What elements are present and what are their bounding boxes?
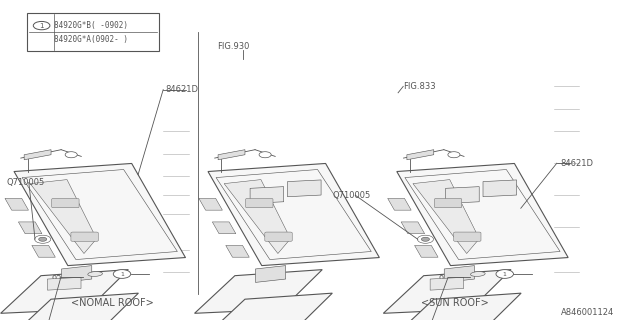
Circle shape — [421, 237, 429, 241]
FancyBboxPatch shape — [265, 232, 292, 241]
Polygon shape — [388, 198, 412, 210]
Polygon shape — [430, 277, 464, 290]
Polygon shape — [212, 222, 236, 234]
Text: FIG.833: FIG.833 — [403, 82, 436, 91]
Ellipse shape — [470, 272, 485, 276]
Circle shape — [113, 270, 131, 278]
Text: FIG.930: FIG.930 — [218, 42, 250, 51]
Polygon shape — [407, 150, 434, 160]
Text: 92153: 92153 — [438, 275, 465, 284]
Circle shape — [417, 235, 433, 243]
Polygon shape — [61, 266, 92, 283]
Text: Q710005: Q710005 — [6, 178, 45, 187]
Polygon shape — [394, 293, 521, 320]
Polygon shape — [199, 198, 223, 210]
Circle shape — [496, 270, 513, 278]
Polygon shape — [47, 277, 81, 290]
Text: 84621D: 84621D — [560, 159, 593, 168]
Text: 1: 1 — [120, 271, 124, 276]
FancyBboxPatch shape — [27, 13, 159, 51]
Polygon shape — [32, 245, 56, 257]
Polygon shape — [14, 164, 186, 266]
Polygon shape — [444, 266, 474, 283]
Text: A846001124: A846001124 — [561, 308, 614, 317]
Polygon shape — [224, 180, 291, 253]
Polygon shape — [1, 270, 128, 313]
Text: 1: 1 — [39, 23, 44, 28]
Polygon shape — [205, 293, 332, 320]
Text: <SUN ROOF>: <SUN ROOF> — [420, 298, 488, 308]
Polygon shape — [30, 180, 97, 253]
Polygon shape — [5, 198, 28, 210]
Text: Q710005: Q710005 — [333, 191, 371, 200]
Circle shape — [259, 152, 271, 158]
FancyBboxPatch shape — [435, 198, 462, 208]
Polygon shape — [195, 270, 323, 313]
Ellipse shape — [88, 272, 102, 276]
Text: <NOMAL ROOF>: <NOMAL ROOF> — [70, 298, 154, 308]
Polygon shape — [255, 266, 285, 283]
Circle shape — [38, 237, 47, 241]
Polygon shape — [445, 187, 479, 204]
Polygon shape — [24, 150, 51, 160]
Polygon shape — [397, 164, 568, 266]
Text: 1: 1 — [503, 271, 507, 276]
Polygon shape — [226, 245, 250, 257]
Polygon shape — [413, 180, 479, 253]
Polygon shape — [287, 180, 321, 197]
Circle shape — [448, 152, 460, 158]
Polygon shape — [383, 270, 511, 313]
Polygon shape — [415, 245, 438, 257]
Circle shape — [65, 152, 77, 158]
FancyBboxPatch shape — [52, 198, 79, 208]
Text: 92153: 92153 — [51, 275, 77, 284]
Polygon shape — [208, 164, 380, 266]
Polygon shape — [19, 222, 42, 234]
Text: 84621D: 84621D — [165, 85, 198, 94]
Polygon shape — [483, 180, 516, 197]
Text: 84920G*B( -0902): 84920G*B( -0902) — [54, 21, 129, 30]
Polygon shape — [218, 150, 245, 160]
FancyBboxPatch shape — [71, 232, 99, 241]
Polygon shape — [250, 187, 284, 204]
Text: 84920G*A(0902- ): 84920G*A(0902- ) — [54, 35, 129, 44]
Circle shape — [35, 235, 51, 243]
FancyBboxPatch shape — [454, 232, 481, 241]
Polygon shape — [11, 293, 138, 320]
Polygon shape — [401, 222, 425, 234]
FancyBboxPatch shape — [246, 198, 273, 208]
